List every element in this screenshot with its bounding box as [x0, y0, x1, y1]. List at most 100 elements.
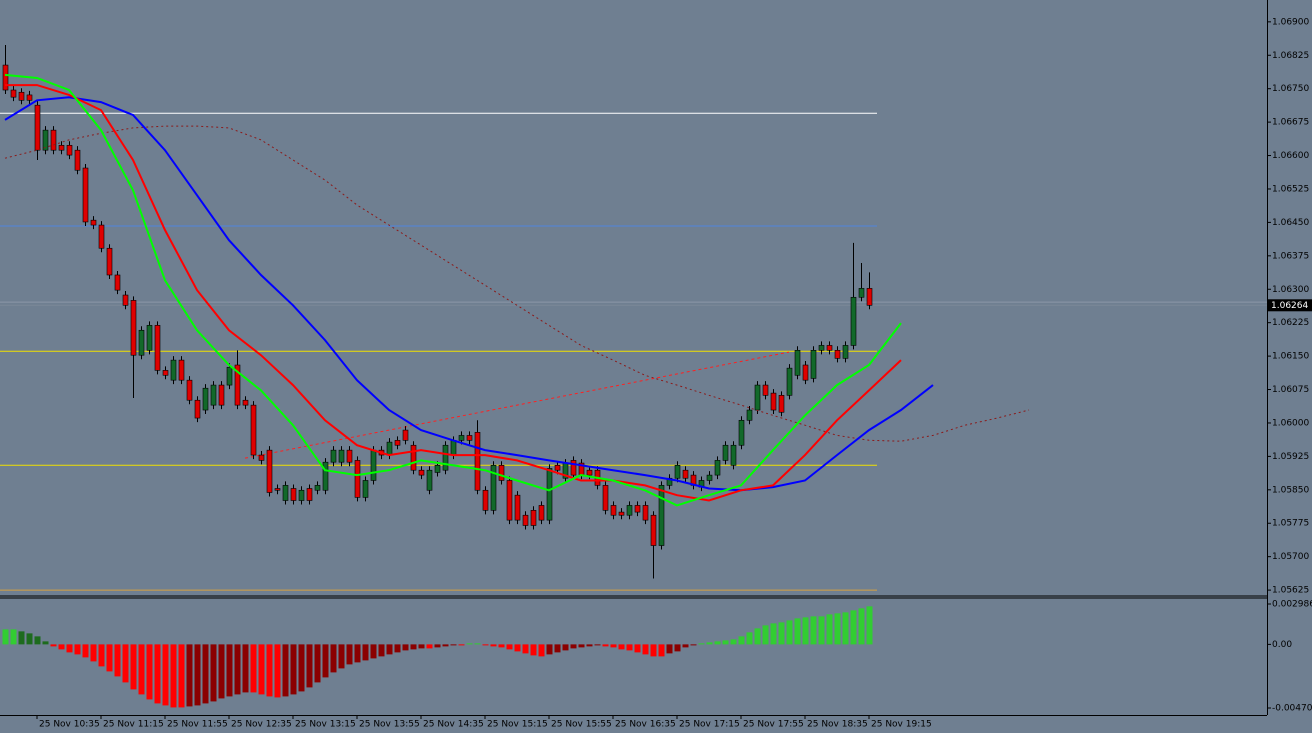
histogram-bar — [618, 644, 625, 650]
candle-body — [530, 510, 537, 526]
candle-body — [410, 444, 417, 471]
histogram-bar — [818, 616, 825, 645]
histogram-bar — [850, 610, 857, 645]
histogram-bar — [338, 644, 345, 669]
histogram-bar — [714, 641, 721, 645]
candle-body — [842, 345, 849, 359]
histogram-bar — [506, 644, 513, 650]
histogram-bar — [538, 644, 545, 657]
histogram-bar — [354, 644, 361, 663]
candle-body — [714, 460, 721, 476]
x-tick-label: 25 Nov 11:15 — [103, 720, 164, 730]
histogram-bar — [458, 644, 465, 646]
candle-body — [858, 288, 865, 298]
histogram-bar — [90, 644, 97, 662]
candle-body — [74, 149, 81, 171]
y-tick-label: 1.05850 — [1272, 485, 1309, 495]
candle-body — [770, 392, 777, 411]
candle-body — [66, 144, 73, 156]
histogram-bar — [706, 642, 713, 645]
candle-body — [90, 219, 97, 226]
x-tick-label: 25 Nov 14:35 — [423, 720, 484, 730]
histogram-bar — [58, 644, 65, 650]
candle-body — [434, 465, 441, 473]
candle-body — [786, 367, 793, 396]
candle-body — [746, 409, 753, 421]
candle-body — [602, 485, 609, 511]
moving-average — [5, 84, 902, 502]
candle-body — [210, 384, 217, 406]
histogram-bar — [298, 644, 305, 692]
histogram-bar — [474, 643, 481, 645]
candle-body — [170, 359, 177, 381]
histogram-bar — [498, 644, 505, 648]
x-tick-label: 25 Nov 17:15 — [679, 720, 740, 730]
last-price-box — [1268, 299, 1312, 312]
candle-body — [258, 454, 265, 461]
histogram-bar — [362, 644, 369, 661]
candle-body — [58, 144, 65, 151]
candle-body — [202, 387, 209, 411]
x-tick-label: 25 Nov 18:35 — [807, 720, 868, 730]
candle-body — [498, 465, 505, 481]
candle-body — [658, 485, 665, 546]
candle-body — [738, 419, 745, 446]
histogram-bar — [378, 644, 385, 657]
histogram-bar — [426, 644, 433, 649]
histogram-bar — [122, 644, 129, 683]
candle-body — [186, 379, 193, 401]
candle-body — [218, 384, 225, 406]
histogram-bar — [10, 629, 17, 645]
candle-body — [138, 329, 145, 356]
histogram-bar — [810, 616, 817, 645]
candle-body — [178, 359, 185, 381]
histogram-bar — [594, 644, 601, 646]
histogram-bar — [866, 606, 873, 645]
histogram-bar — [490, 644, 497, 647]
candle-body — [634, 505, 641, 513]
candle-body — [362, 480, 369, 498]
y-tick-label: 1.06000 — [1272, 418, 1309, 428]
y-tick-label: 1.06750 — [1272, 84, 1309, 94]
histogram-bar — [282, 644, 289, 697]
candle-body — [554, 465, 561, 471]
candle-body — [682, 469, 689, 479]
histogram-bar — [226, 644, 233, 697]
y-tick-label: 1.06525 — [1272, 184, 1309, 194]
x-tick-label: 25 Nov 16:35 — [615, 720, 676, 730]
histogram-bar — [202, 644, 209, 704]
histogram-bar — [674, 644, 681, 652]
histogram-bar — [106, 644, 113, 672]
histogram-bar — [586, 644, 593, 647]
histogram-bar — [778, 622, 785, 645]
y-tick-label: 1.06600 — [1272, 151, 1309, 161]
histogram-bar — [634, 644, 641, 653]
candle-body — [370, 449, 377, 481]
histogram-bar — [682, 644, 689, 648]
x-tick-label: 25 Nov 11:55 — [167, 720, 228, 730]
candle-body — [642, 505, 649, 521]
histogram-bar — [746, 632, 753, 645]
candle-body — [546, 468, 553, 521]
histogram-bar — [546, 644, 553, 655]
x-tick-label: 25 Nov 19:15 — [871, 720, 932, 730]
histogram-bar — [658, 644, 665, 657]
histogram-bar — [138, 644, 145, 695]
candle-body — [490, 465, 497, 511]
candle-body — [762, 384, 769, 396]
histogram-bar — [18, 631, 25, 645]
histogram-bar — [34, 636, 41, 645]
candle-body — [610, 505, 617, 516]
histogram-bar — [442, 644, 449, 647]
candle-body — [250, 404, 257, 456]
histogram-bar — [530, 644, 537, 656]
candle-body — [274, 488, 281, 491]
candle-body — [82, 167, 89, 223]
x-tick-label: 25 Nov 10:35 — [39, 720, 100, 730]
histogram-bar — [786, 620, 793, 645]
histogram-bar — [842, 612, 849, 645]
candle-body — [18, 91, 25, 101]
histogram-bar — [98, 644, 105, 667]
